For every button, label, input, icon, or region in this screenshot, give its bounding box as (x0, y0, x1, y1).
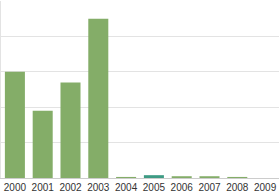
svg-text:2000: 2000 (4, 182, 27, 193)
svg-text:2001: 2001 (32, 182, 55, 193)
svg-text:2008: 2008 (226, 182, 249, 193)
svg-text:2006: 2006 (171, 182, 194, 193)
svg-text:2002: 2002 (59, 182, 82, 193)
svg-text:2005: 2005 (143, 182, 166, 193)
svg-text:2003: 2003 (87, 182, 110, 193)
svg-text:2007: 2007 (198, 182, 221, 193)
svg-text:2004: 2004 (115, 182, 138, 193)
svg-text:2009: 2009 (254, 182, 277, 193)
